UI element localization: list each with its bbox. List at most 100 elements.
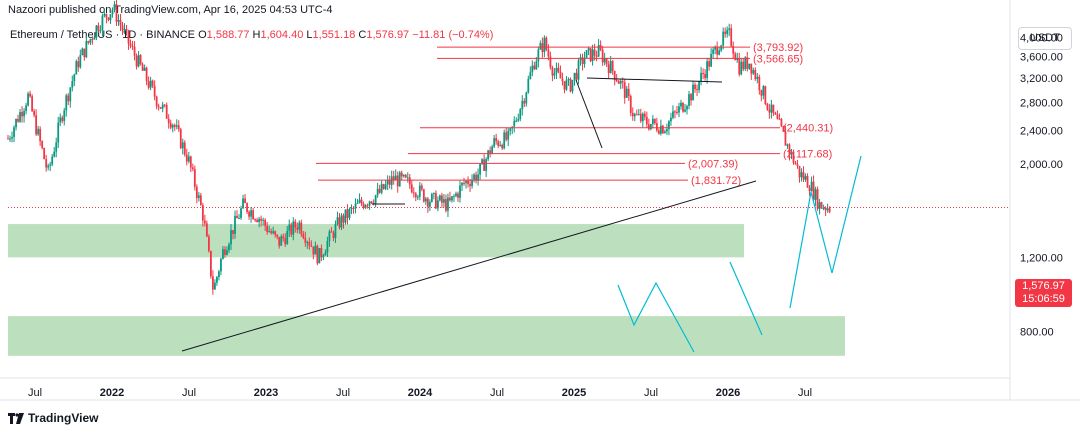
candle-body	[457, 193, 459, 198]
y-axis[interactable]: 4,000.00 3,600.00 3,200.00 2,800.00 2,400.00…	[0, 0, 1080, 401]
candle-body	[37, 128, 40, 135]
projection-path-bullish	[789, 155, 862, 309]
candle-body	[33, 111, 36, 116]
change-value: −11.81 (−0.74%)	[412, 29, 494, 41]
candle-body	[384, 184, 387, 189]
candle-body	[304, 237, 307, 243]
candle-body	[416, 196, 419, 198]
x-tick-label: Jul	[336, 387, 350, 399]
candle-body	[481, 159, 484, 165]
candle-body	[509, 128, 512, 131]
level-label: (3,793.92)	[753, 42, 803, 54]
candle-body	[820, 202, 823, 209]
candle-body	[589, 48, 592, 62]
last-price-value: 1,576.97	[1022, 280, 1065, 292]
candle-body	[99, 30, 102, 32]
candle-body	[700, 72, 702, 82]
open-label: O	[198, 29, 207, 41]
candle-body	[212, 276, 214, 290]
candle-body	[688, 94, 690, 106]
candle-body	[19, 112, 21, 122]
candle-body	[432, 192, 435, 194]
candle-body	[230, 230, 232, 245]
candle-body	[107, 17, 110, 21]
candle-body	[746, 57, 749, 69]
candle-body	[286, 230, 289, 245]
candle-body	[117, 19, 120, 22]
candle-body	[296, 227, 299, 230]
candle-body	[744, 57, 747, 70]
candle-body	[662, 125, 664, 134]
candle-body	[350, 207, 353, 209]
candle-body	[216, 276, 218, 283]
candle-body	[473, 174, 475, 180]
candle-body	[53, 151, 56, 157]
candle-body	[597, 45, 600, 57]
candle-body	[561, 78, 564, 82]
candle-body	[647, 124, 650, 130]
candle-body	[89, 39, 92, 43]
candle-body	[91, 39, 94, 41]
candle-body	[463, 182, 465, 184]
drawings	[181, 77, 862, 353]
candle-body	[63, 110, 66, 121]
candle-body	[804, 176, 807, 180]
candle-body	[822, 207, 825, 209]
x-tick-label: 2025	[562, 387, 586, 399]
candle-body	[199, 195, 202, 206]
candle-body	[762, 86, 765, 96]
candle-body	[396, 175, 399, 187]
candle-body	[205, 223, 208, 237]
candle-body	[422, 189, 425, 202]
candle-body	[802, 172, 805, 180]
tradingview-logo-icon	[8, 412, 24, 424]
y-tick-label: 3,600.00	[1020, 52, 1063, 64]
candle-body	[129, 43, 132, 46]
candle-body	[288, 224, 291, 231]
candle-body	[453, 196, 455, 198]
candle-body	[704, 73, 706, 79]
candle-body	[224, 249, 226, 255]
candle-body	[567, 78, 570, 81]
candle-body	[308, 242, 311, 246]
candle-body	[698, 81, 700, 91]
candle-body	[77, 61, 80, 68]
candle-body	[105, 13, 108, 18]
candle-body	[316, 245, 319, 264]
candle-body	[690, 94, 692, 101]
tradingview-footer[interactable]: TradingView	[8, 411, 98, 425]
candle-body	[521, 100, 524, 110]
candle-body	[187, 156, 190, 162]
candle-body	[17, 118, 19, 122]
candle-body	[507, 130, 510, 140]
candle-body	[203, 220, 206, 224]
price-levels: (3,793.92)(3,566.65) (2,440.31) (2,117.68)…	[8, 42, 1010, 208]
candle-body	[59, 117, 62, 123]
candle-body	[209, 250, 212, 277]
candle-body	[529, 72, 532, 79]
candle-body	[682, 102, 684, 112]
x-axis[interactable]: Jul 2022 Jul 2023 Jul 2024 Jul 2025 Jul 2026 Jul	[28, 387, 812, 399]
candle-body	[686, 105, 688, 110]
candle-body	[559, 71, 562, 79]
candle-body	[659, 125, 662, 134]
candle-body	[380, 184, 383, 193]
candle-body	[732, 45, 735, 54]
candle-body	[706, 61, 708, 79]
candle-body	[111, 9, 114, 15]
level-label: (1,831.72)	[691, 175, 741, 187]
candle-body	[175, 125, 178, 127]
candle-body	[591, 49, 594, 62]
candle-body	[320, 248, 323, 258]
candle-body	[266, 225, 269, 232]
candle-body	[153, 85, 156, 97]
candle-body	[734, 53, 737, 61]
candle-body	[13, 127, 15, 138]
candle-body	[824, 207, 827, 211]
candle-body	[782, 126, 785, 132]
candle-body	[310, 245, 313, 247]
candle-body	[489, 150, 492, 154]
candle-body	[27, 93, 29, 106]
currency-selector[interactable]: USDT	[1018, 27, 1072, 50]
